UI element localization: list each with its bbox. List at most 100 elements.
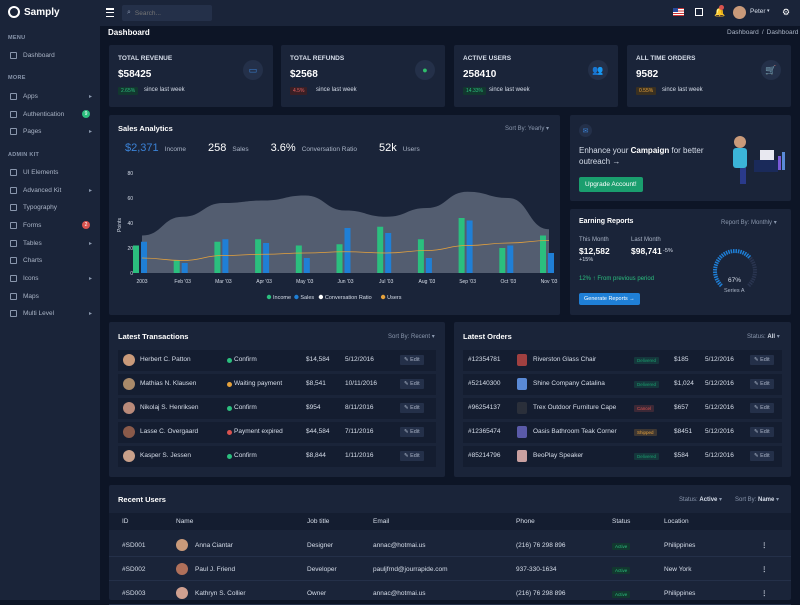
sidebar-heading-more: MORE: [8, 75, 26, 81]
metric-label: Users: [403, 146, 420, 153]
table-row[interactable]: #SD002 Paul J. Friend Developer pauljfrn…: [109, 559, 791, 581]
table-row[interactable]: Lasse C. Overgaard Payment expired $44,5…: [118, 422, 436, 443]
legend-label: Sales: [300, 295, 314, 301]
sidebar-item-icons[interactable]: Icons▸: [0, 270, 100, 286]
gauge-label: Series A: [724, 288, 744, 294]
sidebar-item-dashboard[interactable]: Dashboard: [0, 47, 100, 63]
table-row[interactable]: #52140300 Shine Company Catalina Deliver…: [463, 374, 782, 395]
lock-icon: [10, 111, 17, 118]
gauge-value: 67%: [728, 277, 741, 284]
metric-value: 258: [208, 142, 226, 154]
search-icon: ⌕: [127, 9, 131, 17]
sidebar-item-multi-level[interactable]: Multi Level▸: [0, 305, 100, 321]
stat-title: ALL TIME ORDERS: [636, 55, 695, 62]
gauge-segment: [752, 276, 756, 277]
edit-button[interactable]: ✎ Edit: [400, 427, 424, 437]
table-row[interactable]: #SD001 Anna Ciantar Designer annac@hotma…: [109, 535, 791, 557]
sidebar-item-tables[interactable]: Tables▸: [0, 235, 100, 251]
user-email: annac@hotmai.us: [373, 542, 426, 549]
breadcrumb-home[interactable]: Dashboard: [727, 29, 759, 36]
edit-button[interactable]: ✎ Edit: [400, 379, 424, 389]
stat-value: 258410: [463, 69, 496, 80]
megaphone-icon: ✉: [579, 124, 592, 137]
table-row[interactable]: #12365474 Oasis Bathroom Teak Corner Shi…: [463, 422, 782, 443]
sort-dropdown[interactable]: Sort By: Yearly ▾: [505, 125, 549, 132]
table-row[interactable]: #96254137 Trex Outdoor Furniture Cape Ca…: [463, 398, 782, 419]
edit-button[interactable]: ✎ Edit: [750, 427, 774, 437]
user-name[interactable]: Peter: [750, 8, 766, 15]
generate-reports-button[interactable]: Generate Reports →: [579, 293, 640, 305]
user-phone: (216) 76 298 896: [516, 542, 566, 549]
search-input[interactable]: [135, 10, 205, 17]
share-icon: [10, 310, 17, 317]
chevron-down-icon[interactable]: ▾: [767, 8, 770, 14]
fullscreen-icon[interactable]: [695, 8, 703, 16]
table-row[interactable]: Mathias N. Klausen Waiting payment $8,54…: [118, 374, 436, 395]
more-options-icon[interactable]: ⋮: [761, 541, 768, 549]
gauge-segment: [713, 267, 717, 268]
edit-button[interactable]: ✎ Edit: [400, 355, 424, 365]
user-phone: 937-330-1634: [516, 566, 556, 573]
bar-sales: [141, 242, 147, 273]
flag-icon[interactable]: [673, 8, 684, 16]
more-options-icon[interactable]: ⋮: [761, 565, 768, 573]
y-tick-label: 20: [127, 246, 133, 252]
sidebar-item-advanced-kit[interactable]: Advanced Kit▸: [0, 182, 100, 198]
sidebar-item-pages[interactable]: Pages▸: [0, 123, 100, 139]
upgrade-account-button[interactable]: Upgrade Account!: [579, 177, 643, 192]
table-row[interactable]: #12354781 Riverston Glass Chair Delivere…: [463, 350, 782, 371]
sidebar-item-maps[interactable]: Maps: [0, 288, 100, 304]
user-job: Designer: [307, 542, 333, 549]
legend-label: Income: [273, 295, 291, 301]
table-row[interactable]: #SD003 Kathryn S. Collier Owner annac@ho…: [109, 583, 791, 605]
table-row[interactable]: #85214796 BeoPlay Speaker Delivered $584…: [463, 446, 782, 467]
stat-change-badge: 4.5%: [290, 87, 307, 95]
stat-card-revenue: TOTAL REVENUE $58425 2.65% since last we…: [109, 45, 273, 107]
edit-button[interactable]: ✎ Edit: [400, 403, 424, 413]
x-tick-label: Nov '03: [541, 279, 558, 285]
status-dot: [227, 406, 232, 411]
table-icon: [10, 240, 17, 247]
order-id: #12365474: [468, 428, 501, 435]
stat-title: TOTAL REVENUE: [118, 55, 172, 62]
table-row[interactable]: Herbert C. Patton Confirm $14,584 5/12/2…: [118, 350, 436, 371]
bar-sales: [182, 263, 188, 273]
sidebar-item-ui-elements[interactable]: UI Elements: [0, 164, 100, 180]
table-row[interactable]: Nikolaj S. Henriksen Confirm $954 8/11/2…: [118, 398, 436, 419]
edit-button[interactable]: ✎ Edit: [750, 379, 774, 389]
report-dropdown[interactable]: Report By: Monthly ▾: [721, 219, 777, 226]
edit-button[interactable]: ✎ Edit: [750, 451, 774, 461]
edit-button[interactable]: ✎ Edit: [750, 355, 774, 365]
stat-title: ACTIVE USERS: [463, 55, 511, 62]
column-header: Job title: [307, 518, 329, 525]
page-title: Dashboard: [108, 28, 150, 37]
table-row[interactable]: Kasper S. Jessen Confirm $8,844 1/11/201…: [118, 446, 436, 467]
brand-logo[interactable]: Samply: [8, 6, 60, 18]
edit-button[interactable]: ✎ Edit: [750, 403, 774, 413]
sales-analytics-card: Sales Analytics Sort By: Yearly ▾ $2,371…: [109, 115, 560, 315]
sidebar-item-charts[interactable]: Charts: [0, 252, 100, 268]
sidebar-item-apps[interactable]: Apps▸: [0, 88, 100, 104]
sort-dropdown[interactable]: Sort By: Recent ▾: [388, 333, 435, 340]
stat-change-badge: 2.65%: [118, 87, 138, 95]
gear-icon[interactable]: ⚙: [782, 7, 790, 18]
sort-dropdown[interactable]: Sort By: Name ▾: [735, 496, 779, 503]
legend-marker: [294, 295, 298, 299]
more-options-icon[interactable]: ⋮: [761, 589, 768, 597]
user-avatar[interactable]: [733, 6, 746, 19]
status-dropdown[interactable]: Status: Active ▾: [679, 496, 722, 503]
search-box[interactable]: ⌕: [122, 5, 212, 21]
edit-button[interactable]: ✎ Edit: [400, 451, 424, 461]
apps-icon: [10, 93, 17, 100]
growth-text: 12% ↑ From previous period: [579, 276, 654, 282]
status-dropdown[interactable]: Status: All ▾: [747, 333, 780, 340]
product-name: Shine Company Catalina: [533, 380, 605, 387]
last-month-change: -5%: [663, 248, 673, 254]
stat-value: $58425: [118, 69, 151, 80]
bar-income: [540, 236, 546, 274]
menu-toggle-icon[interactable]: [106, 8, 114, 17]
sidebar-item-typography[interactable]: Typography: [0, 199, 100, 215]
last-month-value: $98,741: [631, 246, 662, 256]
